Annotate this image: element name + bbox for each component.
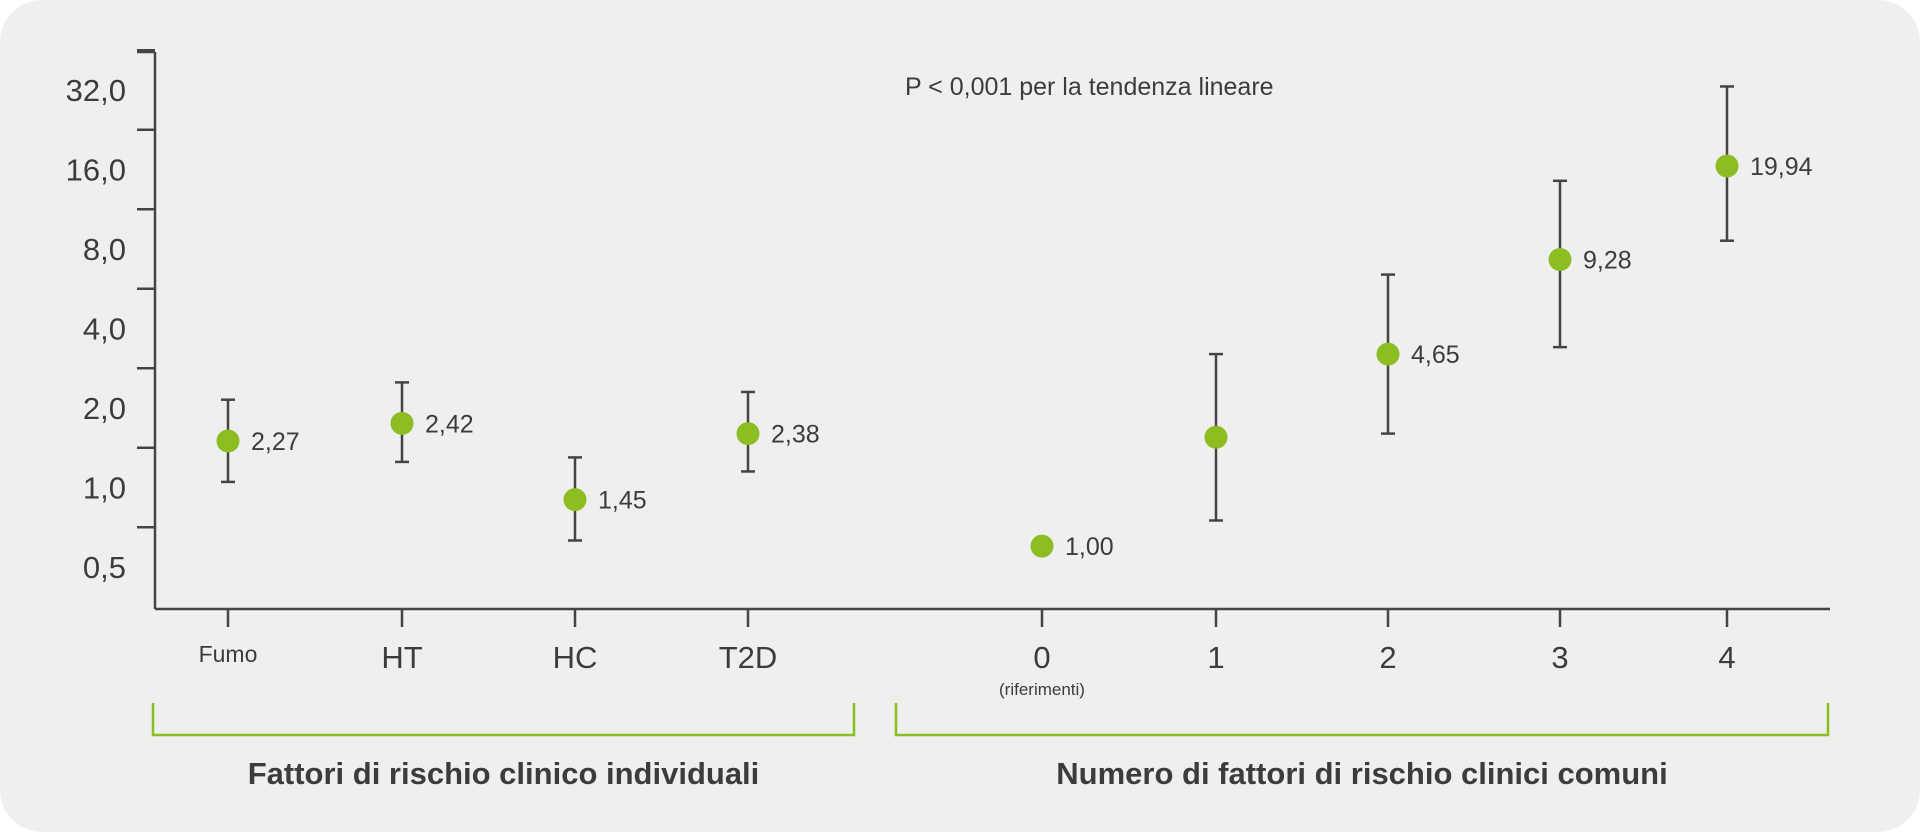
value-label: 2,42	[425, 410, 474, 438]
data-point	[390, 411, 414, 435]
data-point	[1376, 342, 1400, 366]
group-bracket	[151, 703, 856, 737]
x-axis-categories: Fumo HT HC T2D 0 (riferimenti) 1 2 3 4	[199, 609, 1736, 699]
x-tick-label: HT	[381, 640, 422, 675]
x-tick-label: T2D	[719, 640, 778, 675]
data-point	[216, 429, 240, 453]
y-tick-label: 2,0	[83, 391, 126, 426]
y-tick-label: 1,0	[83, 471, 126, 506]
x-tick-sublabel: (riferimenti)	[999, 680, 1085, 699]
value-label: 2,38	[771, 421, 820, 449]
axes	[153, 52, 1830, 611]
value-label: 4,65	[1411, 341, 1460, 369]
group-label: Fattori di rischio clinico individuali	[248, 756, 760, 791]
data-point	[1548, 248, 1572, 272]
data-point	[736, 422, 760, 446]
y-tick-label: 16,0	[66, 153, 126, 188]
x-tick-label: 2	[1379, 640, 1396, 675]
x-tick-label: 4	[1718, 640, 1735, 675]
value-label: 2,27	[251, 428, 300, 456]
group-bracket	[894, 703, 1830, 737]
x-tick-label: Fumo	[199, 641, 258, 667]
x-tick-label: 1	[1207, 640, 1224, 675]
data-point	[1030, 534, 1054, 558]
data-point	[1715, 154, 1739, 178]
value-label: 9,28	[1583, 247, 1632, 275]
y-tick-label: 32,0	[66, 73, 126, 108]
value-labels: 2,27 2,42 1,45 2,38 1,00 4,65 9,28 19,94	[251, 153, 1813, 561]
value-label: 1,45	[598, 487, 647, 515]
trend-annotation: P < 0,001 per la tendenza lineare	[905, 73, 1274, 101]
value-label: 1,00	[1065, 533, 1114, 561]
x-tick-label: HC	[553, 640, 598, 675]
x-tick-label: 0	[1033, 640, 1050, 675]
group-brackets: Fattori di rischio clinico individuali Nu…	[151, 703, 1830, 791]
value-label: 19,94	[1750, 153, 1813, 181]
group-label: Numero di fattori di rischio clinici com…	[1056, 756, 1667, 791]
data-points	[216, 154, 1739, 558]
y-tick-label: 0,5	[83, 550, 126, 585]
error-bars	[221, 85, 1734, 542]
y-tick-label: 8,0	[83, 232, 126, 267]
y-axis-ticks: 0,5 1,0 2,0 4,0 8,0 16,0 32,0	[66, 49, 155, 585]
data-point	[1204, 425, 1228, 449]
x-tick-label: 3	[1551, 640, 1568, 675]
y-tick-label: 4,0	[83, 312, 126, 347]
data-point	[563, 488, 587, 512]
